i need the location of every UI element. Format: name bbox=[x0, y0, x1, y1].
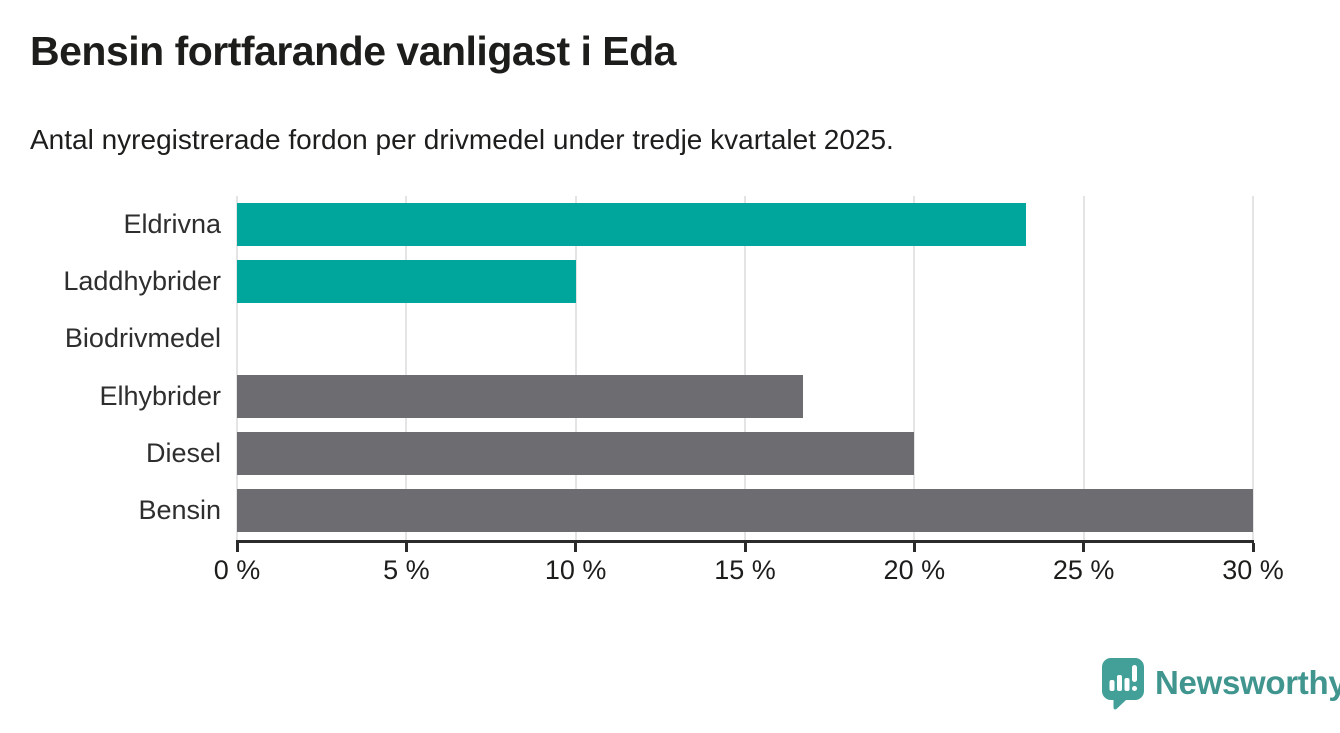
x-axis-tick bbox=[743, 543, 747, 552]
gridline bbox=[1082, 196, 1085, 541]
plot-area: 0 % 5 % 10 % 15 % 20 % 25 % 30 % bbox=[214, 196, 1284, 585]
x-axis-tick bbox=[1082, 543, 1086, 552]
x-axis-line bbox=[236, 540, 1254, 543]
x-axis-tick bbox=[912, 543, 916, 552]
gridline bbox=[405, 196, 408, 541]
x-axis-tick-label: 10 % bbox=[544, 555, 607, 585]
category-label-eldrivna: Eldrivna bbox=[123, 209, 221, 239]
gridline bbox=[913, 196, 916, 541]
category-label-biodrivmedel: Biodrivmedel bbox=[64, 323, 221, 354]
x-axis-tick bbox=[574, 543, 578, 552]
bar-diesel bbox=[237, 431, 915, 475]
chart-subtitle: Antal nyregistrerade fordon per drivmede… bbox=[30, 124, 894, 155]
category-label-diesel: Diesel bbox=[145, 437, 221, 468]
category-label-laddhybrider: Laddhybrider bbox=[63, 266, 221, 297]
page-title: Bensin fortfarande vanligast i Eda bbox=[30, 28, 677, 74]
x-axis-tick bbox=[1251, 543, 1255, 552]
x-axis-tick-label: 0 % bbox=[213, 555, 261, 585]
gridline bbox=[1252, 196, 1254, 541]
x-axis-tick bbox=[404, 543, 408, 552]
category-label-elhybrider: Elhybrider bbox=[99, 380, 221, 411]
bar-laddhybrider bbox=[237, 260, 576, 304]
bar-eldrivna bbox=[237, 203, 1027, 246]
gridline bbox=[744, 196, 746, 541]
x-axis-tick-label: 20 % bbox=[883, 555, 946, 585]
x-axis-tick bbox=[235, 543, 239, 552]
bar-bensin bbox=[237, 489, 1253, 532]
newsworthy-logo: Newsworthy bbox=[1100, 656, 1340, 710]
x-axis-tick-label: 15 % bbox=[714, 555, 776, 585]
gridline bbox=[574, 196, 577, 541]
x-axis-tick-label: 30 % bbox=[1222, 555, 1284, 585]
bar-elhybrider bbox=[237, 374, 803, 418]
gridline bbox=[236, 196, 238, 541]
category-label-bensin: Bensin bbox=[138, 495, 221, 525]
newsworthy-speech-bubble-bar-chart-icon bbox=[1102, 658, 1144, 710]
x-axis-tick-label: 5 % bbox=[383, 555, 430, 585]
newsworthy-logo-text: Newsworthy bbox=[1155, 664, 1340, 701]
category-labels: Eldrivna Laddhybrider Biodrivmedel Elhybrid… bbox=[0, 196, 221, 541]
x-axis-tick-label: 25 % bbox=[1052, 555, 1115, 585]
